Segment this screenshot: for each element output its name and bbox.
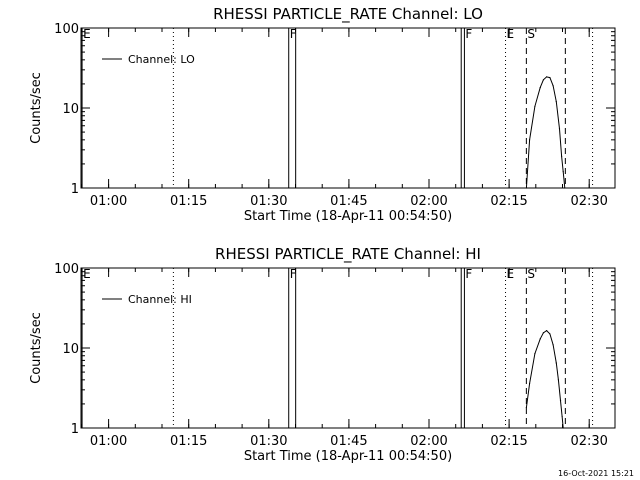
x-tick-label: 02:15 [490,194,527,209]
data-point [549,333,551,335]
data-point [564,187,566,189]
event-marker-label: E [507,267,515,281]
x-tick-label: 02:30 [570,194,607,209]
event-marker-label: F [290,27,297,41]
data-point [558,128,561,130]
y-tick-label: 10 [62,102,79,117]
data-point [562,427,564,429]
chart-title: RHESSI PARTICLE_RATE Channel: HI [215,245,481,264]
footer-timestamp: 16-Oct-2021 15:21 [558,469,634,478]
x-tick-label: 01:15 [170,434,207,449]
x-tick-label: 01:30 [250,194,287,209]
data-point [555,101,557,103]
event-marker-label: S [527,267,535,281]
chart-panel-1: RHESSI PARTICLE_RATE Channel: LO 1 10 100 01… [29,5,616,224]
data-point [552,85,554,87]
x-axis-label: Start Time (18-Apr-11 00:54:50) [244,209,452,224]
data-point [555,362,557,364]
y-tick-label: 1 [71,422,79,437]
event-marker-label: F [465,267,472,281]
x-tick-label: 01:00 [90,434,127,449]
x-tick-label: 02:00 [410,434,447,449]
data-point [534,105,536,107]
chart-panel-2: RHESSI PARTICLE_RATE Channel: HI 1 10 100 01… [29,245,616,464]
y-tick-label: 10 [62,342,79,357]
x-axis-label: Start Time (18-Apr-11 00:54:50) [244,449,452,464]
y-axis-label: Counts/sec [29,312,44,384]
x-tick-label: 02:15 [490,434,527,449]
data-point [539,338,541,340]
x-tick-label: 01:45 [330,194,367,209]
legend-entry: Channel: LO [128,53,195,66]
y-axis-label: Counts/sec [29,72,44,144]
plot-frame [80,267,616,429]
data-point [562,171,564,173]
x-tick-label: 01:30 [250,434,287,449]
data-point [549,76,551,79]
event-marker-label: F [290,267,297,281]
data-point [539,86,541,89]
event-marker-label: E [83,267,91,281]
data-point [542,79,545,81]
event-marker-label: F [465,27,472,41]
data-point [552,344,554,346]
x-tick-label: 01:00 [90,194,127,209]
x-tick-label: 02:30 [570,434,607,449]
x-tick-label: 02:00 [410,194,447,209]
data-point [559,400,562,402]
x-tick-label: 01:15 [170,194,207,209]
data-point [534,353,536,355]
data-point [528,382,531,385]
legend-entry: Channel: HI [128,293,192,306]
y-tick-label: 100 [54,262,79,277]
data-point [525,406,527,409]
data-point [546,76,548,78]
x-tick-label: 01:45 [330,434,367,449]
data-point [561,415,563,417]
data-point [528,139,531,141]
data-point [546,330,548,332]
y-tick-label: 1 [71,182,79,197]
chart-title: RHESSI PARTICLE_RATE Channel: LO [213,5,483,24]
series-line [525,76,566,189]
data-point [561,155,563,157]
data-point [557,379,559,381]
data-point [525,187,527,189]
data-point [542,332,545,334]
y-tick-label: 100 [54,22,79,37]
event-marker-label: E [507,27,515,41]
series-line [525,329,564,429]
event-marker-label: E [83,27,91,41]
event-marker-label: S [527,27,535,41]
